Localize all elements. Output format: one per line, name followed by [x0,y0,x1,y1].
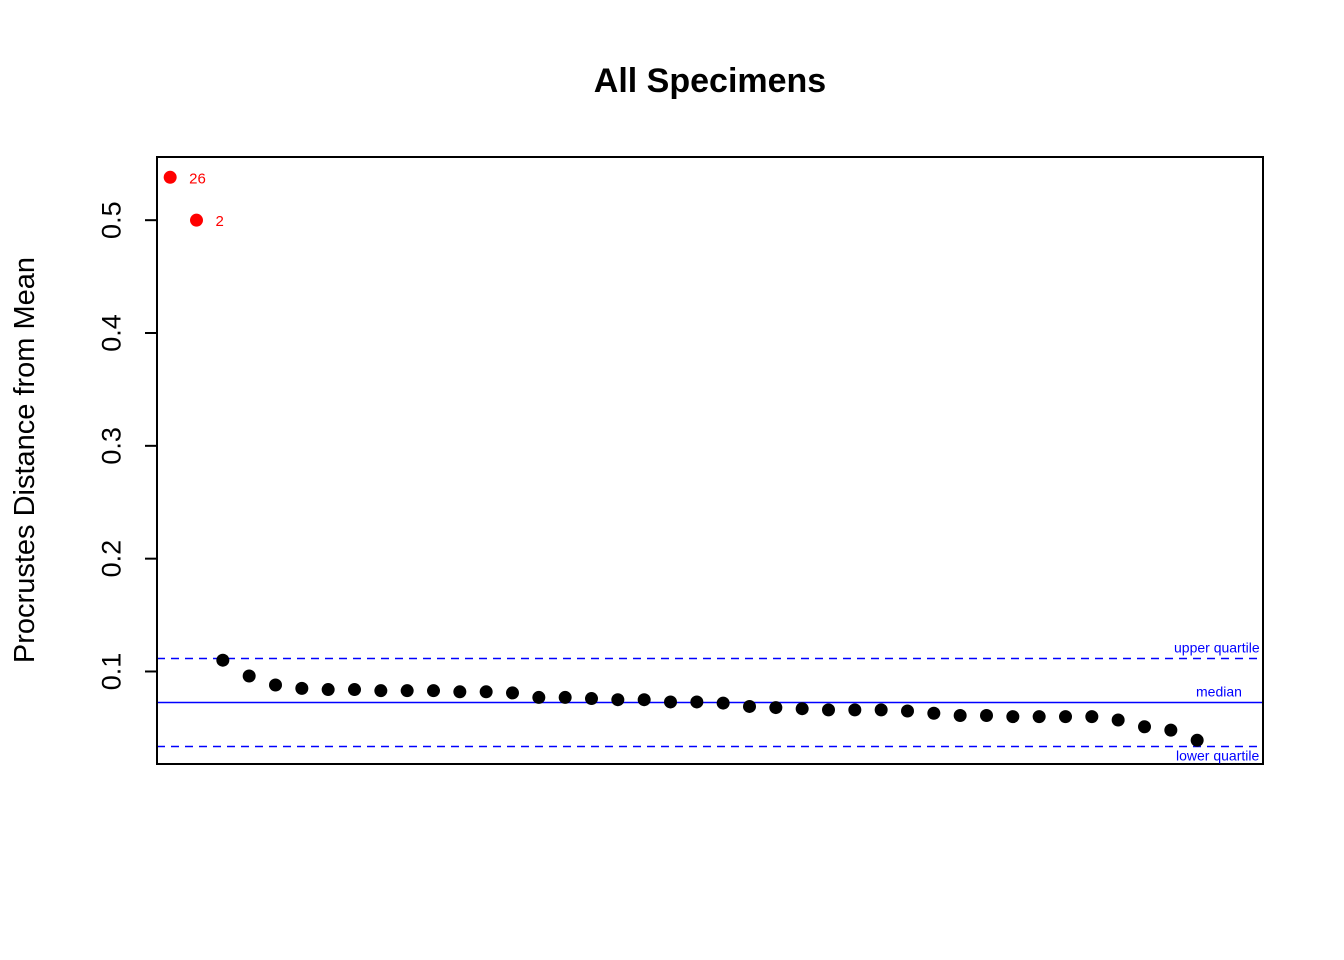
outlier-point [190,213,203,227]
data-point [1006,710,1020,724]
data-point [269,678,282,692]
plot-frame [156,156,1264,765]
data-point [637,693,651,707]
outlier-label: 2 [216,213,224,230]
data-point [822,703,835,717]
data-point [664,695,677,709]
data-point [743,699,756,713]
data-point [1111,713,1125,727]
y-tick-label: 0.5 [96,201,126,239]
data-point [400,684,414,698]
data-point [1032,710,1046,724]
data-point [611,693,625,707]
data-point [927,706,941,720]
data-point [558,690,572,704]
reference-lines [157,657,1263,748]
data-point [479,685,493,699]
upper-quartile-label: upper quartile [1174,640,1260,656]
data-point [1190,733,1204,747]
y-tick-label: 0.2 [96,540,126,578]
data-point [453,685,467,699]
outlier-points: 26 2 [163,170,224,230]
y-tick-label: 0.3 [96,427,126,465]
data-point [216,653,230,667]
data-point [295,681,309,695]
data-point [716,696,730,710]
data-point [321,683,335,697]
data-point [532,690,546,704]
data-point [427,684,440,698]
y-axis: 0.1 0.2 0.3 0.4 0.5 [96,201,158,691]
median-label: median [1196,684,1242,700]
reference-labels: upper quartile median lower quartile [1174,640,1260,764]
data-point [848,703,862,717]
lower-quartile-label: lower quartile [1176,748,1259,764]
data-point [506,686,519,700]
data-point [901,704,914,718]
data-point [1085,710,1099,724]
outlier-label: 26 [189,170,206,187]
data-point [874,703,888,717]
y-axis-label: Procrustes Distance from Mean [9,257,41,663]
data-point [348,683,361,697]
data-point [795,702,809,716]
y-tick-label: 0.4 [96,314,126,352]
outlier-point [163,170,177,184]
data-point [374,684,388,698]
data-point [980,708,993,722]
data-point [1164,723,1178,737]
data-point [1059,710,1072,724]
data-point [690,695,704,709]
data-point [242,669,256,683]
data-points [216,653,1204,747]
data-point [769,701,783,715]
y-tick-label: 0.1 [96,653,126,691]
data-point [585,692,598,706]
chart-title: All Specimens [594,62,826,100]
data-point [953,708,967,722]
data-point [1138,720,1151,734]
